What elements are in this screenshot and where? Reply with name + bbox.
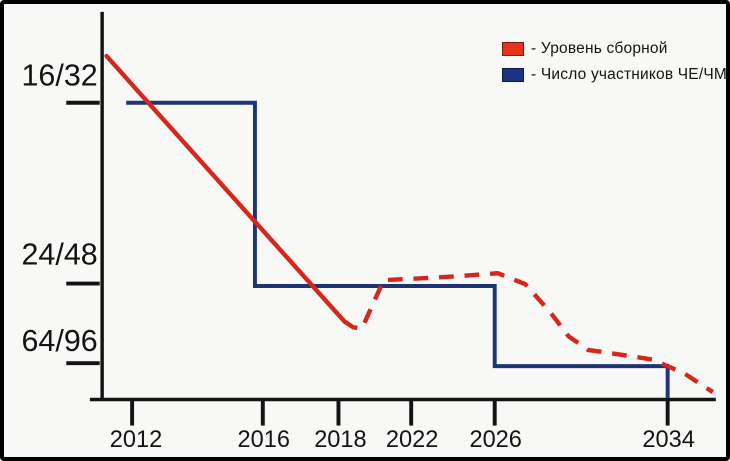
- x-tick-label-2034: 2034: [642, 426, 694, 452]
- y-tick-label-16-32: 16/32: [22, 59, 98, 93]
- y-tick-label-64-96: 64/96: [22, 324, 98, 358]
- legend-item-participants: - Число участников ЧЕ/ЧМ: [502, 66, 727, 84]
- y-tick-label-24-48: 24/48: [22, 237, 98, 271]
- x-tick-label-2012: 2012: [110, 426, 162, 452]
- legend: - Уровень сборной - Число участников ЧЕ/…: [502, 40, 727, 84]
- series-team-level-dashed: [343, 271, 715, 394]
- legend-item-team-level: - Уровень сборной: [502, 40, 726, 58]
- red-swatch-icon: [502, 42, 524, 56]
- series-team-level-solid: [104, 53, 347, 324]
- series-participants-line: [126, 100, 670, 399]
- x-tick-label-2026: 2026: [469, 426, 521, 452]
- x-tick-label-2018: 2018: [314, 426, 366, 452]
- legend-label-team-level: - Уровень сборной: [531, 40, 668, 57]
- chart-svg: 16/32 24/48 64/96 2012 2016 2018 2022 2026 2034: [22, 11, 716, 452]
- x-tick-label-2016: 2016: [238, 426, 290, 452]
- blue-swatch-icon: [502, 68, 524, 82]
- x-tick-label-2022: 2022: [386, 426, 438, 452]
- legend-label-participants: - Число участников ЧЕ/ЧМ: [531, 66, 727, 83]
